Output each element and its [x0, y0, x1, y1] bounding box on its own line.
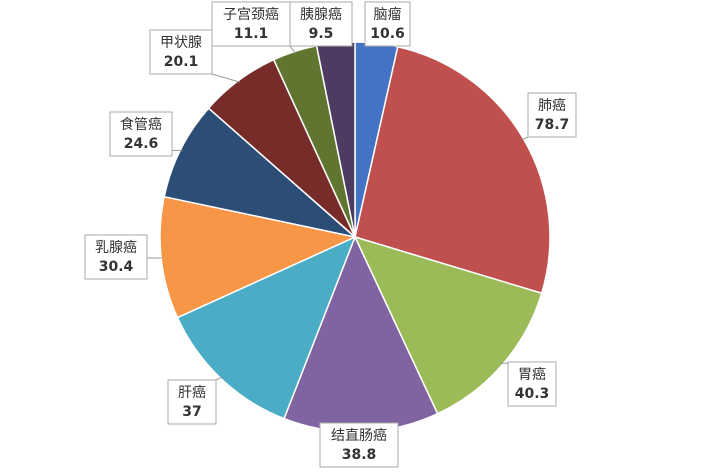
label-box [319, 422, 399, 468]
leader-line [211, 73, 240, 83]
label-value: 10.6 [370, 26, 405, 42]
label-name: 甲状腺 [160, 35, 202, 51]
label-name: 子宫颈癌 [223, 7, 279, 23]
label-box [527, 92, 577, 138]
pie-slice [353, 235, 543, 415]
label-value: 38.8 [342, 447, 377, 463]
leader-line [521, 136, 529, 141]
label-value: 24.6 [124, 136, 159, 152]
label-value: 37 [182, 404, 201, 420]
label-box [167, 379, 217, 425]
label-box [507, 361, 557, 407]
leader-line [289, 45, 296, 54]
label-box [211, 1, 291, 47]
leader-line [215, 376, 223, 381]
label-value: 30.4 [99, 259, 134, 275]
label-value: 11.1 [234, 26, 269, 42]
label-name: 胰腺癌 [300, 7, 342, 23]
label-box [289, 1, 353, 47]
label-value: 9.5 [309, 26, 334, 42]
label-value: 20.1 [164, 54, 199, 70]
label-name: 乳腺癌 [95, 240, 137, 256]
label-box [84, 234, 148, 280]
label-name: 食管癌 [120, 116, 162, 133]
label-box [109, 111, 173, 157]
label-name: 结直肠癌 [331, 427, 387, 444]
label-name: 肺癌 [538, 98, 566, 114]
label-name: 脑瘤 [374, 6, 402, 23]
label-name: 胃癌 [518, 367, 546, 383]
label-box [149, 29, 213, 75]
label-name: 肝癌 [178, 385, 206, 401]
pie-slice [176, 235, 357, 420]
label-value: 78.7 [535, 117, 570, 133]
pie-slice [163, 107, 358, 239]
label-value: 40.3 [515, 386, 550, 402]
label-box [364, 1, 411, 47]
